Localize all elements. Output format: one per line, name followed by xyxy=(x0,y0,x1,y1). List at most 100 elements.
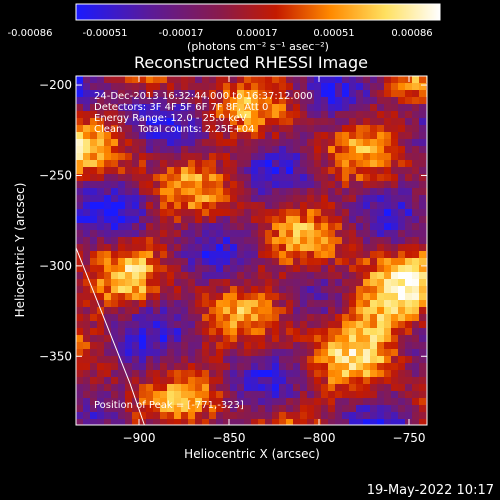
heatmap-cell xyxy=(279,174,287,182)
heatmap-cell xyxy=(111,111,119,119)
heatmap-cell xyxy=(328,237,336,245)
heatmap-cell xyxy=(104,370,112,378)
heatmap-cell xyxy=(167,412,175,420)
heatmap-cell xyxy=(258,104,266,112)
heatmap-cell xyxy=(230,349,238,357)
heatmap-cell xyxy=(391,412,399,420)
heatmap-cell xyxy=(174,97,182,105)
heatmap-cell xyxy=(391,209,399,217)
heatmap-cell xyxy=(293,272,301,280)
heatmap-cell xyxy=(286,293,294,301)
heatmap-cell xyxy=(153,363,161,371)
heatmap-cell xyxy=(335,286,343,294)
heatmap-cell xyxy=(272,251,280,259)
heatmap-cell xyxy=(209,391,217,399)
heatmap-cell xyxy=(244,398,252,406)
heatmap-cell xyxy=(146,321,154,329)
heatmap-cell xyxy=(188,384,196,392)
heatmap-cell xyxy=(272,349,280,357)
heatmap-cell xyxy=(419,398,427,406)
heatmap-cell xyxy=(335,160,343,168)
solar-limb-line xyxy=(76,247,145,425)
heatmap-cell xyxy=(132,300,140,308)
heatmap-cell xyxy=(90,188,98,196)
heatmap-cell xyxy=(83,391,91,399)
heatmap-cell xyxy=(83,370,91,378)
heatmap-cell xyxy=(97,258,105,266)
heatmap-cell xyxy=(90,76,98,84)
heatmap-cell xyxy=(90,300,98,308)
heatmap-cell xyxy=(244,349,252,357)
heatmap-cell xyxy=(188,118,196,126)
heatmap-cell xyxy=(244,118,252,126)
heatmap-cell xyxy=(398,265,406,273)
heatmap-cell xyxy=(370,97,378,105)
heatmap-cell xyxy=(181,342,189,350)
heatmap-cell xyxy=(132,258,140,266)
heatmap-cell xyxy=(286,370,294,378)
heatmap-cell xyxy=(153,279,161,287)
heatmap-cell xyxy=(230,363,238,371)
heatmap-cell xyxy=(174,174,182,182)
heatmap-cell xyxy=(111,251,119,259)
heatmap-cell xyxy=(258,125,266,133)
heatmap-cell xyxy=(398,244,406,252)
heatmap-cell xyxy=(265,398,273,406)
heatmap-cell xyxy=(132,244,140,252)
heatmap-cell xyxy=(279,286,287,294)
heatmap-cell xyxy=(370,251,378,259)
heatmap-cell xyxy=(188,412,196,420)
heatmap-cell xyxy=(405,293,413,301)
heatmap-cell xyxy=(335,272,343,280)
heatmap-cell xyxy=(111,132,119,140)
heatmap-cell xyxy=(265,237,273,245)
heatmap-cell xyxy=(216,111,224,119)
heatmap-cell xyxy=(398,160,406,168)
heatmap-cell xyxy=(286,419,294,425)
heatmap-cell xyxy=(258,216,266,224)
heatmap-cell xyxy=(279,342,287,350)
heatmap-cell xyxy=(76,307,84,315)
heatmap-cell xyxy=(202,335,210,343)
heatmap-cell xyxy=(188,377,196,385)
heatmap-cell xyxy=(258,237,266,245)
heatmap-cell xyxy=(300,377,308,385)
heatmap-cell xyxy=(209,153,217,161)
heatmap-cell xyxy=(321,419,329,425)
heatmap-cell xyxy=(139,342,147,350)
heatmap-cell xyxy=(209,349,217,357)
heatmap-cell xyxy=(405,90,413,98)
heatmap-cell xyxy=(76,97,84,105)
heatmap-cell xyxy=(293,244,301,252)
heatmap-cell xyxy=(132,265,140,273)
heatmap-cell xyxy=(160,391,168,399)
heatmap-cell xyxy=(118,349,126,357)
heatmap-cell xyxy=(104,412,112,420)
heatmap-cell xyxy=(258,307,266,315)
heatmap-cell xyxy=(293,398,301,406)
heatmap-cell xyxy=(335,293,343,301)
heatmap-cell xyxy=(230,146,238,154)
heatmap-cell xyxy=(363,342,371,350)
heatmap-cell xyxy=(237,104,245,112)
heatmap-cell xyxy=(272,146,280,154)
heatmap-cell xyxy=(118,279,126,287)
heatmap-cell xyxy=(251,335,259,343)
heatmap-cell xyxy=(174,153,182,161)
heatmap-cell xyxy=(90,223,98,231)
heatmap-cell xyxy=(132,230,140,238)
heatmap-cell xyxy=(125,328,133,336)
heatmap-cell xyxy=(251,174,259,182)
heatmap-cell xyxy=(216,307,224,315)
heatmap-cell xyxy=(356,279,364,287)
heatmap-cell xyxy=(258,321,266,329)
heatmap-cell xyxy=(307,90,315,98)
heatmap-cell xyxy=(209,174,217,182)
heatmap-cell xyxy=(286,118,294,126)
heatmap-cell xyxy=(342,335,350,343)
heatmap-cell xyxy=(167,97,175,105)
heatmap-cell xyxy=(356,118,364,126)
colorbar-units-label: (photons cm⁻² s⁻¹ asec⁻²) xyxy=(187,40,329,53)
heatmap-cell xyxy=(356,398,364,406)
heatmap-cell xyxy=(111,174,119,182)
